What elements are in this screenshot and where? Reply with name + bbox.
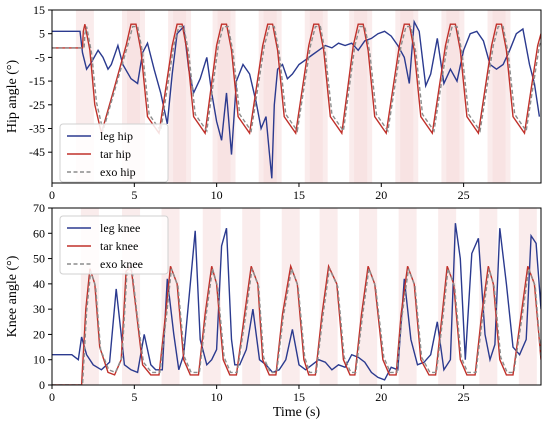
hip-series-leg-hip	[52, 19, 541, 179]
hip-series-exo-hip	[52, 25, 541, 133]
hip-gait-band	[400, 10, 419, 183]
knee-legend-box	[59, 215, 169, 275]
hip-legend: leg hip tar hip exo hip	[59, 123, 169, 183]
knee-gait-band	[281, 208, 300, 385]
knee-gait-band	[319, 208, 338, 385]
knee-series-group	[52, 223, 541, 385]
hip-x-tick-label: 25	[458, 188, 470, 202]
knee-gait-band	[438, 208, 457, 385]
knee-legend-label-exo-knee: exo knee	[100, 257, 143, 271]
knee-legend: leg knee tar knee exo knee	[59, 215, 169, 275]
knee-series-leg-knee	[52, 223, 541, 381]
hip-legend-box	[59, 123, 169, 183]
hip-y-tick-label: -5	[35, 50, 45, 64]
hip-y-axis-label: Hip angle (°)	[5, 60, 20, 134]
hip-panel: 0 5 10 15 20 25 15 5 -5 -15 -25 -35 -45 Hip angle (…	[5, 3, 542, 202]
knee-x-tick-label: 5	[131, 390, 137, 404]
knee-x-tick-label: 0	[49, 390, 55, 404]
knee-y-tick-label: 20	[33, 327, 45, 341]
knee-gait-band	[359, 208, 378, 385]
knee-x-tick-label: 10	[211, 390, 223, 404]
hip-x-tick-label: 20	[375, 188, 387, 202]
knee-x-axis-label: Time (s)	[273, 405, 321, 420]
hip-x-tick-label: 0	[49, 188, 55, 202]
hip-x-tick-label: 5	[131, 188, 137, 202]
knee-y-tick-label: 60	[33, 226, 45, 240]
hip-y-tick-label: 15	[33, 3, 45, 17]
knee-y-tick-label: 30	[33, 302, 45, 316]
knee-x-tick-label: 20	[375, 390, 387, 404]
knee-panel: 0 5 10 15 20 25 0 10 20 30 40 50 60 70 Knee angle (°…	[5, 201, 542, 420]
hip-y-tick-label: -25	[29, 98, 45, 112]
knee-gait-band	[398, 208, 417, 385]
knee-x-ticks: 0 5 10 15 20 25	[49, 385, 470, 404]
hip-series-group	[52, 19, 541, 179]
hip-series-tar-hip	[52, 23, 541, 136]
hip-y-tick-label: -15	[29, 74, 45, 88]
hip-gait-band	[309, 10, 328, 183]
knee-y-tick-label: 10	[33, 353, 45, 367]
hip-axes-frame	[51, 9, 542, 184]
knee-y-axis-label: Knee angle (°)	[5, 255, 20, 337]
knee-y-tick-label: 70	[33, 201, 45, 215]
knee-series-exo-knee	[52, 266, 541, 385]
hip-gait-band	[446, 10, 465, 183]
hip-gait-band	[354, 10, 373, 183]
hip-x-tick-label: 10	[211, 188, 223, 202]
knee-y-tick-label: 0	[39, 378, 45, 392]
hip-y-ticks: 15 5 -5 -15 -25 -35 -45	[29, 3, 52, 159]
knee-legend-label-leg-knee: leg knee	[100, 221, 140, 235]
knee-gait-band	[242, 208, 261, 385]
hip-y-tick-label: -45	[29, 145, 45, 159]
hip-legend-label-leg-hip: leg hip	[100, 129, 133, 143]
knee-y-tick-label: 40	[33, 277, 45, 291]
hip-y-tick-label: -35	[29, 121, 45, 135]
knee-axes-frame	[51, 207, 542, 386]
knee-gait-band	[202, 208, 221, 385]
knee-y-ticks: 0 10 20 30 40 50 60 70	[33, 201, 52, 392]
knee-x-tick-label: 15	[293, 390, 305, 404]
knee-y-tick-label: 50	[33, 252, 45, 266]
hip-gait-band	[492, 10, 511, 183]
hip-legend-label-tar-hip: tar hip	[100, 147, 131, 161]
knee-gait-band	[479, 208, 498, 385]
hip-legend-label-exo-hip: exo hip	[100, 165, 136, 179]
knee-x-tick-label: 25	[458, 390, 470, 404]
knee-legend-label-tar-knee: tar knee	[100, 239, 138, 253]
hip-y-tick-label: 5	[39, 27, 45, 41]
hip-x-tick-label: 15	[293, 188, 305, 202]
hip-x-ticks: 0 5 10 15 20 25	[49, 183, 470, 202]
